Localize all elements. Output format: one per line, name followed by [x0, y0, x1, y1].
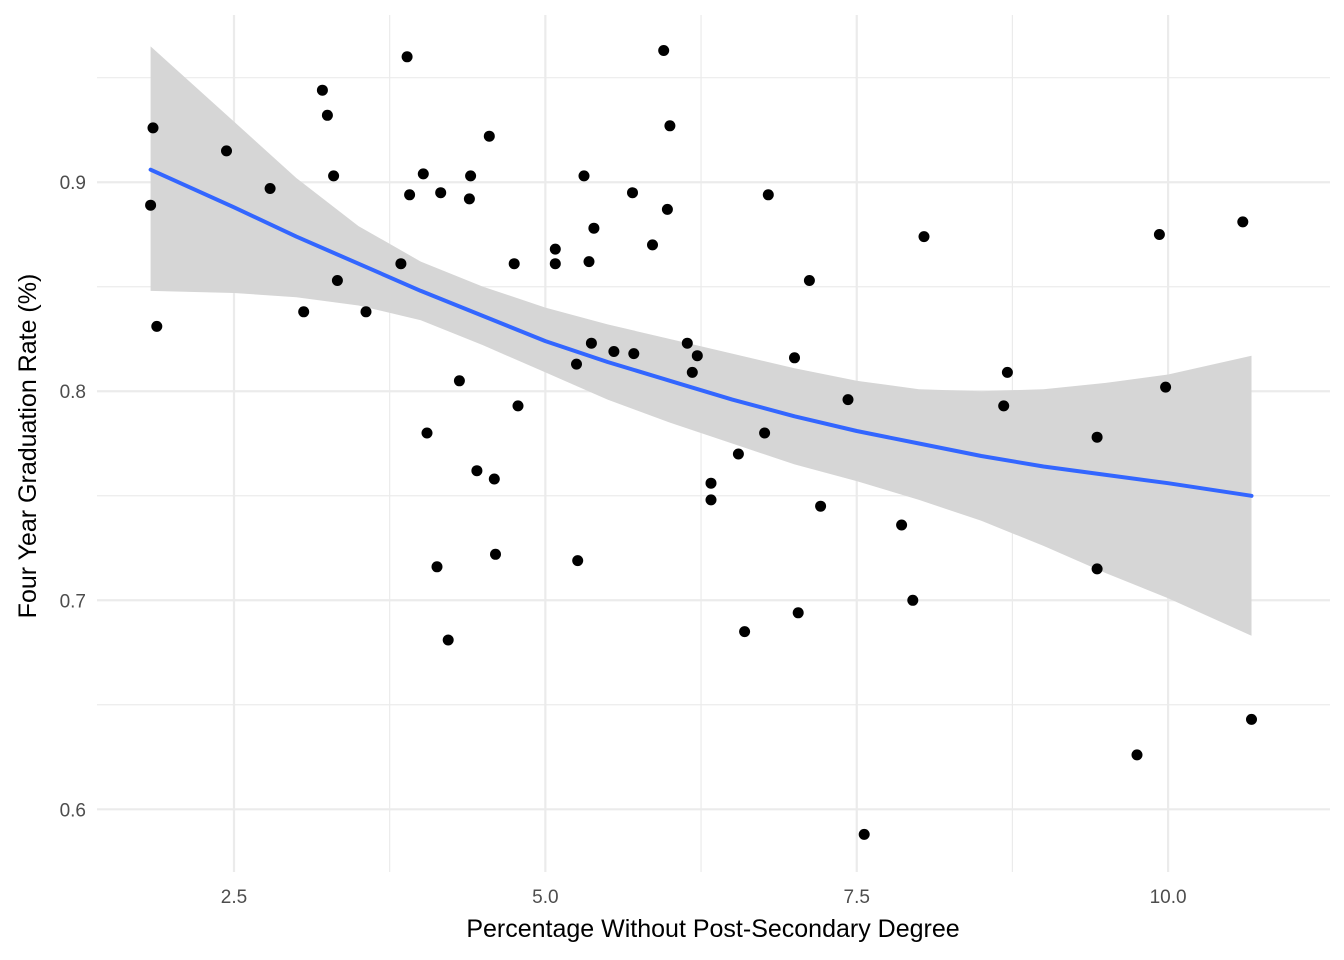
data-point	[471, 465, 483, 477]
data-point	[549, 258, 561, 270]
y-axis-tick-labels: 0.6 0.7 0.8 0.9	[60, 173, 86, 821]
data-point	[145, 199, 157, 211]
data-point	[571, 358, 582, 370]
data-point	[549, 243, 561, 255]
data-point	[404, 189, 416, 201]
data-point	[691, 350, 703, 362]
x-tick-label: 5.0	[532, 887, 558, 908]
data-point	[792, 607, 804, 619]
data-point	[151, 320, 163, 332]
data-point	[316, 84, 328, 96]
x-tick-label: 7.5	[844, 887, 870, 908]
y-axis-title: Four Year Graduation Rate (%)	[14, 274, 42, 619]
x-tick-label: 2.5	[221, 887, 247, 908]
data-point	[759, 427, 771, 439]
data-point	[395, 258, 407, 270]
data-point	[627, 187, 638, 199]
smooth-line-layer	[148, 167, 1254, 498]
data-point	[508, 258, 520, 270]
data-point	[1246, 713, 1257, 725]
data-point	[858, 828, 870, 840]
data-point	[264, 183, 276, 194]
data-point	[705, 494, 717, 506]
data-point	[463, 193, 475, 205]
data-point	[298, 306, 310, 318]
data-point	[453, 375, 465, 387]
data-point	[803, 275, 815, 286]
data-point	[421, 427, 433, 439]
data-point	[686, 366, 698, 378]
data-point	[360, 306, 372, 318]
data-point	[1237, 216, 1249, 228]
data-point	[401, 51, 413, 63]
data-point	[588, 222, 600, 234]
data-point	[490, 548, 501, 560]
data-point	[483, 130, 495, 142]
data-point	[658, 45, 670, 56]
data-point	[664, 120, 676, 132]
data-point	[732, 448, 744, 460]
y-tick-label: 0.9	[60, 173, 86, 194]
data-point	[1091, 431, 1103, 443]
data-point	[321, 109, 333, 121]
data-point	[1001, 366, 1013, 378]
smooth-trend-line	[148, 167, 1254, 498]
data-point	[661, 203, 673, 215]
data-point	[628, 348, 640, 360]
data-point	[1153, 229, 1165, 240]
data-point	[431, 561, 443, 573]
x-axis-title: Percentage Without Post-Secondary Degree	[466, 915, 959, 943]
data-point	[1091, 563, 1103, 575]
confidence-ribbon-layer	[150, 46, 1252, 636]
data-point	[842, 394, 854, 406]
data-point	[328, 170, 340, 182]
y-tick-label: 0.8	[60, 382, 86, 403]
y-tick-label: 0.6	[60, 800, 86, 821]
data-point	[705, 477, 717, 489]
data-point	[789, 352, 800, 364]
data-point	[585, 337, 597, 349]
data-point	[435, 187, 447, 199]
data-point	[815, 500, 827, 512]
data-point	[512, 400, 524, 412]
data-points	[145, 45, 1257, 840]
data-point	[896, 519, 908, 531]
data-point	[221, 145, 232, 157]
data-point	[681, 337, 693, 349]
confidence-ribbon	[150, 46, 1252, 636]
data-point	[998, 400, 1010, 412]
data-point	[488, 473, 500, 485]
data-point	[907, 594, 919, 606]
data-point	[442, 634, 454, 646]
data-point	[583, 256, 595, 268]
data-point	[147, 122, 159, 134]
data-point	[762, 189, 774, 201]
data-point	[1160, 381, 1172, 393]
data-point	[647, 239, 658, 251]
data-point	[465, 170, 477, 182]
data-point	[331, 275, 343, 286]
x-axis-tick-labels: 2.5 5.0 7.5 10.0	[221, 887, 1187, 908]
data-point	[572, 555, 584, 567]
data-point	[417, 168, 429, 180]
data-point	[608, 346, 620, 357]
data-point	[1131, 749, 1143, 761]
x-tick-label: 10.0	[1150, 887, 1187, 908]
data-point	[918, 231, 930, 243]
data-point	[578, 170, 590, 182]
data-point	[739, 626, 751, 638]
y-tick-label: 0.7	[60, 591, 86, 612]
